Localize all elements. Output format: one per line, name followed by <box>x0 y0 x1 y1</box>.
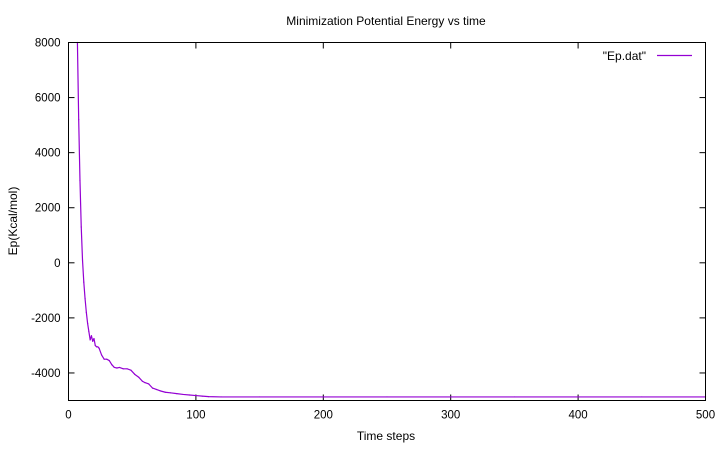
x-tick-label: 0 <box>65 410 71 422</box>
series-point <box>85 311 87 313</box>
series-point <box>95 346 98 348</box>
series-point <box>113 366 115 369</box>
axis-ticks: 0 100 200 300 400 500 -4000 -2000 0 2000 4000 6000 8… <box>31 38 715 422</box>
series-point <box>176 393 178 395</box>
series-point <box>118 366 121 369</box>
x-tick-label: 200 <box>314 410 333 422</box>
series-point <box>78 119 80 121</box>
chart-title: Minimization Potential Energy vs time <box>286 14 486 28</box>
series-point <box>79 179 81 181</box>
series-point <box>89 339 91 341</box>
y-tick-label: -2000 <box>31 313 60 325</box>
series-point <box>195 394 197 397</box>
series-point <box>259 396 261 398</box>
series-point <box>97 346 99 348</box>
y-tick-label: 0 <box>54 258 60 270</box>
series-point <box>101 354 103 356</box>
series-point <box>87 322 89 324</box>
series-point <box>155 388 158 391</box>
series-point <box>130 369 132 371</box>
series-point <box>108 359 110 362</box>
series-point <box>164 391 166 393</box>
y-tick-label: -4000 <box>31 368 60 380</box>
series-point <box>103 358 105 360</box>
series-point <box>94 344 96 347</box>
series-point <box>93 337 95 340</box>
series-point <box>641 396 643 398</box>
series-point <box>148 383 150 385</box>
x-tick-label: 300 <box>441 410 460 422</box>
series-point <box>134 373 136 375</box>
series-point <box>182 393 184 396</box>
series-point <box>159 390 161 392</box>
legend: "Ep.dat" <box>603 49 692 63</box>
series-point <box>322 396 324 398</box>
series-point <box>90 335 93 337</box>
x-tick-label: 500 <box>696 410 715 422</box>
series-point <box>450 396 452 398</box>
series-point <box>88 331 90 333</box>
series-point <box>577 396 579 398</box>
series-point <box>386 396 388 398</box>
series-point <box>141 380 143 382</box>
y-axis-label: Ep(Kcal/mol) <box>6 187 20 256</box>
series-point <box>116 367 118 369</box>
series-point <box>137 376 140 378</box>
series-point <box>122 368 124 370</box>
plot-frame <box>68 42 706 401</box>
legend-label: "Ep.dat" <box>603 49 646 63</box>
series-point <box>92 340 94 342</box>
series-point <box>111 364 113 366</box>
series-point <box>513 396 516 398</box>
series-point <box>98 347 100 349</box>
series-point <box>201 395 203 397</box>
series-line-ep-dat <box>76 42 706 398</box>
y-tick-label: 4000 <box>35 148 61 160</box>
x-tick-label: 100 <box>186 410 205 422</box>
series-point <box>144 382 146 384</box>
x-tick-label: 400 <box>569 410 588 422</box>
series-point <box>151 387 154 389</box>
series-point <box>126 368 128 370</box>
series-point <box>83 281 85 283</box>
x-axis-label: Time steps <box>357 429 415 443</box>
series-point <box>106 358 108 360</box>
y-tick-label: 2000 <box>35 203 61 215</box>
series-point <box>81 259 84 261</box>
plot-area <box>76 41 707 398</box>
series-point <box>80 226 82 228</box>
series-point <box>188 394 191 396</box>
y-tick-label: 8000 <box>35 38 61 50</box>
y-tick-label: 6000 <box>35 93 61 105</box>
series-point <box>208 396 210 398</box>
series-point <box>220 396 222 398</box>
series-point <box>169 392 172 394</box>
series-point <box>84 298 86 300</box>
